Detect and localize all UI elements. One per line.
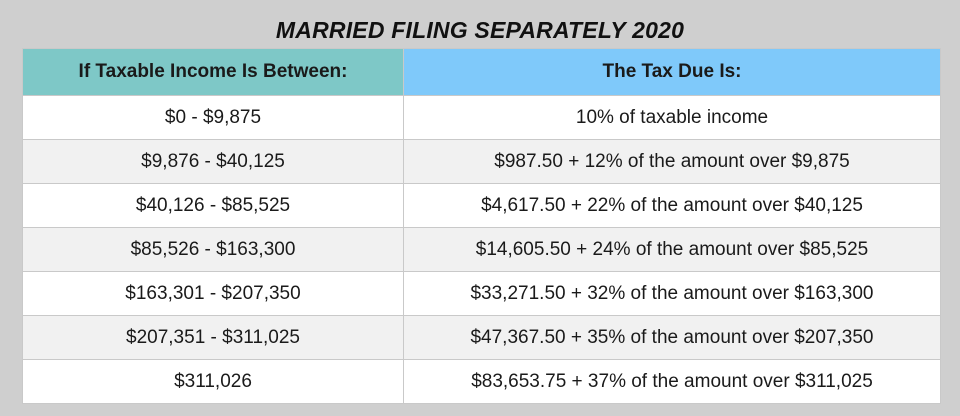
table-row: $85,526 - $163,300 $14,605.50 + 24% of t… [22, 227, 941, 272]
tax-bracket-table: If Taxable Income Is Between: The Tax Du… [22, 48, 941, 404]
table-row: $163,301 - $207,350 $33,271.50 + 32% of … [22, 271, 941, 316]
page-title: MARRIED FILING SEPARATELY 2020 [275, 17, 685, 43]
tax-due-cell: $33,271.50 + 32% of the amount over $163… [403, 271, 941, 316]
tax-bracket-table-container: If Taxable Income Is Between: The Tax Du… [22, 48, 941, 404]
table-row: $207,351 - $311,025 $47,367.50 + 35% of … [22, 315, 941, 360]
column-header-taxable-income: If Taxable Income Is Between: [22, 48, 404, 96]
income-range-cell: $163,301 - $207,350 [22, 271, 404, 316]
column-header-tax-due: The Tax Due Is: [403, 48, 941, 96]
income-range-cell: $311,026 [22, 359, 404, 404]
income-range-cell: $85,526 - $163,300 [22, 227, 404, 272]
income-range-cell: $9,876 - $40,125 [22, 139, 404, 184]
table-row: $0 - $9,875 10% of taxable income [22, 95, 941, 140]
tax-due-cell: 10% of taxable income [403, 95, 941, 140]
income-range-cell: $0 - $9,875 [22, 95, 404, 140]
table-header-row: If Taxable Income Is Between: The Tax Du… [22, 48, 941, 96]
income-range-cell: $40,126 - $85,525 [22, 183, 404, 228]
tax-due-cell: $83,653.75 + 37% of the amount over $311… [403, 359, 941, 404]
table-row: $311,026 $83,653.75 + 37% of the amount … [22, 359, 941, 404]
income-range-cell: $207,351 - $311,025 [22, 315, 404, 360]
table-row: $9,876 - $40,125 $987.50 + 12% of the am… [22, 139, 941, 184]
tax-due-cell: $47,367.50 + 35% of the amount over $207… [403, 315, 941, 360]
tax-due-cell: $14,605.50 + 24% of the amount over $85,… [403, 227, 941, 272]
table-row: $40,126 - $85,525 $4,617.50 + 22% of the… [22, 183, 941, 228]
tax-due-cell: $987.50 + 12% of the amount over $9,875 [403, 139, 941, 184]
tax-due-cell: $4,617.50 + 22% of the amount over $40,1… [403, 183, 941, 228]
